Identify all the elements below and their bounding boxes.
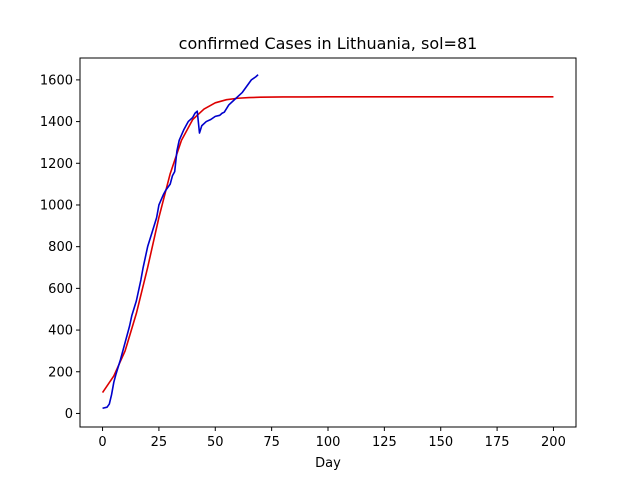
x-tick-label: 125 — [372, 435, 397, 450]
x-tick-label: 175 — [485, 435, 510, 450]
x-tick-label: 0 — [98, 435, 106, 450]
chart-title: confirmed Cases in Lithuania, sol=81 — [179, 34, 478, 53]
y-axis: 0 200 400 600 800 1000 1200 1400 1600 — [40, 73, 80, 422]
y-tick-label: 1400 — [40, 115, 73, 130]
plot-frame — [79, 57, 577, 428]
y-tick-label: 1000 — [40, 198, 73, 213]
x-tick-label: 25 — [151, 435, 168, 450]
series-line-1 — [102, 74, 259, 410]
x-tick-label: 50 — [207, 435, 224, 450]
x-tick-label: 75 — [263, 435, 280, 450]
series-line-0 — [101, 95, 554, 394]
x-tick-label: 200 — [541, 435, 566, 450]
series-layer — [101, 74, 554, 410]
x-axis-label: Day — [315, 456, 341, 471]
y-tick-label: 1200 — [40, 157, 73, 172]
y-tick-label: 600 — [48, 282, 73, 297]
y-tick-label: 200 — [48, 365, 73, 380]
y-tick-label: 400 — [48, 324, 73, 339]
x-tick-label: 150 — [428, 435, 453, 450]
y-tick-label: 0 — [65, 407, 73, 422]
x-axis: 0 25 50 75 100 125 150 175 200 — [98, 427, 566, 450]
y-tick-label: 1600 — [40, 73, 73, 88]
y-tick-label: 800 — [48, 240, 73, 255]
x-tick-label: 100 — [316, 435, 341, 450]
